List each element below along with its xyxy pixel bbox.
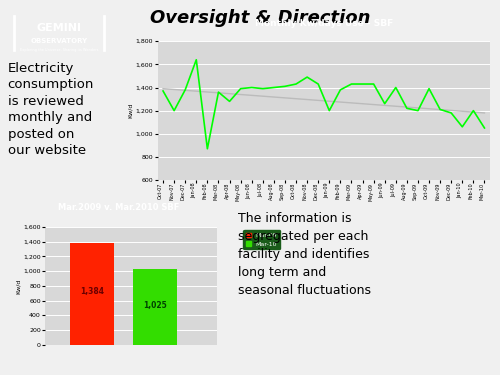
Bar — [133, 269, 176, 345]
Text: The information is
segregated per each
facility and identifies
long term and
sea: The information is segregated per each f… — [238, 212, 370, 297]
Text: Mar.2009 v. Mar.2010 SBF: Mar.2009 v. Mar.2010 SBF — [58, 202, 180, 211]
Text: Oversight & Direction: Oversight & Direction — [150, 9, 370, 27]
Y-axis label: Kw/d: Kw/d — [128, 103, 133, 118]
Y-axis label: Kw/d: Kw/d — [16, 278, 20, 294]
Text: GEMINI: GEMINI — [36, 22, 81, 33]
Text: Exploring the Universe, Sharing its Wonders: Exploring the Universe, Sharing its Wond… — [20, 48, 98, 52]
Text: 1,025: 1,025 — [143, 301, 167, 310]
Text: Electricity
consumption
is reviewed
monthly and
posted on
our website: Electricity consumption is reviewed mont… — [8, 62, 94, 158]
Legend: Mar-09, Mar-10: Mar-09, Mar-10 — [244, 230, 280, 249]
Text: OBSERVATORY: OBSERVATORY — [30, 38, 88, 44]
Text: 1,384: 1,384 — [80, 287, 104, 296]
Bar — [70, 243, 114, 345]
Text: Monthly Kw/days Use - SBF: Monthly Kw/days Use - SBF — [255, 19, 393, 28]
